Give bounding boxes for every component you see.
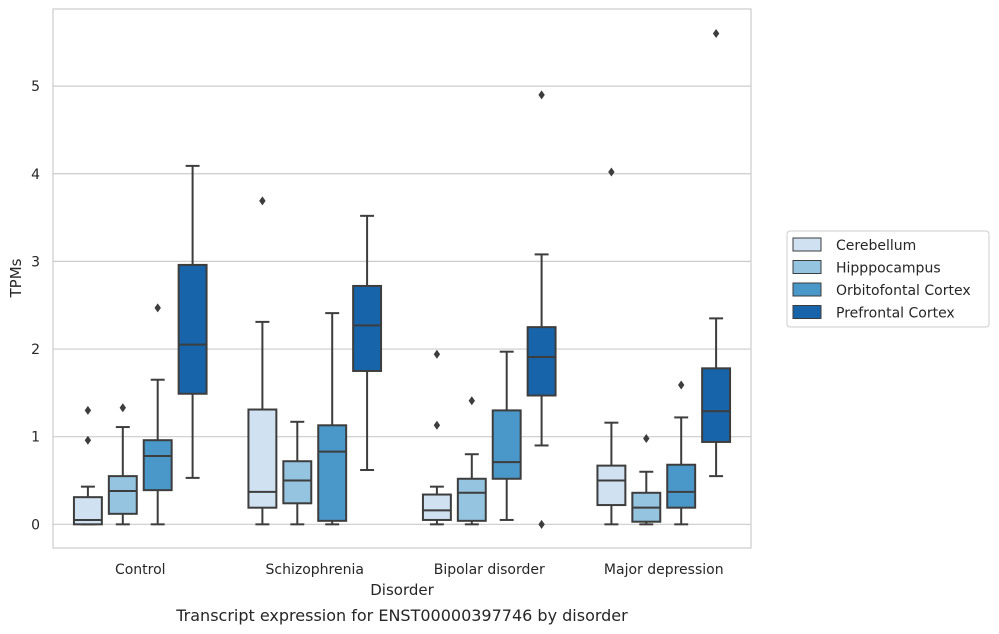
- box-group: [631, 433, 662, 526]
- box-group: [247, 196, 278, 526]
- legend-label: Hipppocampus: [836, 261, 941, 277]
- box-group: [177, 164, 208, 479]
- x-tick-label: Schizophrenia: [266, 562, 364, 578]
- box-iqr: [247, 408, 278, 509]
- legend-swatch: [792, 237, 822, 252]
- box-group: [421, 349, 452, 526]
- box-group: [526, 90, 557, 529]
- legend-swatch: [792, 305, 822, 319]
- outlier-point: [608, 167, 615, 177]
- legend-swatch: [792, 260, 822, 274]
- outlier-point: [712, 29, 720, 39]
- outlier-point: [538, 90, 545, 100]
- outlier-point: [433, 349, 441, 359]
- box-iqr: [666, 463, 697, 509]
- y-tick-label: 3: [31, 254, 40, 270]
- legend-label: Orbitofontal Cortex: [836, 283, 971, 299]
- box-group: [107, 403, 138, 526]
- y-tick-label: 4: [31, 167, 40, 183]
- outlier-point: [433, 420, 441, 430]
- box-iqr: [421, 493, 452, 521]
- box-iqr: [107, 475, 138, 515]
- legend-label: Prefrontal Cortex: [836, 306, 955, 322]
- box-group: [72, 405, 103, 526]
- x-tick-label: Major depression: [604, 562, 724, 578]
- outlier-point: [84, 435, 92, 445]
- outlier-point: [259, 196, 266, 206]
- x-tick-label: Bipolar disorder: [434, 562, 545, 578]
- box-plot-marks: [72, 29, 732, 529]
- legend-label: Cerebellum: [836, 238, 916, 254]
- box-group: [701, 29, 732, 478]
- y-tick-label: 1: [31, 430, 40, 446]
- box-group: [352, 214, 383, 471]
- x-axis-ticks: Control Schizophrenia Bipolar disorder Majo…: [115, 562, 724, 578]
- outlier-point: [468, 396, 475, 406]
- box-group: [666, 380, 697, 526]
- x-tick-label: Control: [115, 562, 166, 578]
- outlier-point: [119, 403, 126, 413]
- y-tick-label: 0: [31, 517, 40, 533]
- legend: Cerebellum Hipppocampus Orbitofontal Corte…: [786, 230, 990, 328]
- box-iqr: [596, 464, 627, 507]
- grid-lines: [53, 85, 751, 525]
- y-tick-label: 5: [31, 79, 40, 95]
- box-group: [282, 420, 313, 526]
- box-iqr: [352, 284, 383, 372]
- y-axis-ticks: 0 1 2 3 4 5: [31, 79, 40, 533]
- box-iqr: [526, 326, 557, 397]
- box-iqr: [177, 263, 208, 395]
- outlier-point: [538, 519, 545, 529]
- box-iqr: [282, 460, 313, 505]
- outlier-point: [154, 303, 161, 313]
- box-iqr: [317, 424, 348, 522]
- box-iqr: [142, 439, 173, 492]
- y-tick-label: 2: [31, 342, 40, 358]
- legend-swatch: [792, 282, 822, 297]
- plot-area-frame: [52, 8, 752, 549]
- box-group: [456, 396, 487, 526]
- box-group: [317, 312, 348, 526]
- outlier-point: [678, 380, 685, 390]
- box-group: [491, 350, 522, 521]
- box-group: [142, 303, 173, 526]
- box-iqr: [456, 477, 487, 522]
- box-iqr: [701, 367, 732, 443]
- box-iqr: [491, 409, 522, 480]
- y-axis-label: TPMs: [7, 258, 25, 298]
- outlier-point: [643, 433, 650, 443]
- x-axis-label: Disorder: [370, 581, 434, 599]
- outlier-point: [84, 405, 92, 415]
- legend-frame: [786, 230, 990, 328]
- box-group: [596, 167, 627, 526]
- chart-caption: Transcript expression for ENST0000039774…: [175, 606, 628, 625]
